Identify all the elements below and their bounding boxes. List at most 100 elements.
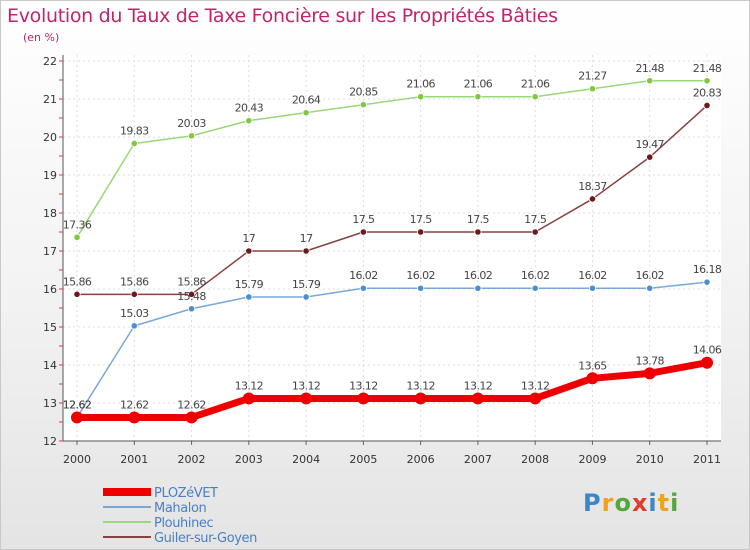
logo-letter: i (648, 489, 658, 517)
data-point (646, 284, 654, 292)
data-point (130, 139, 138, 148)
logo-letter: i (670, 489, 680, 517)
y-tick-label: 22 (43, 55, 57, 68)
chart-title: Evolution du Taux de Taxe Foncière sur l… (7, 5, 558, 27)
y-tick-label: 17 (43, 245, 57, 258)
data-label: 15.03 (120, 307, 149, 320)
proxiti-logo: Proxiti (583, 489, 679, 517)
data-point (359, 284, 367, 292)
legend-item: Plouhinec (103, 516, 214, 531)
data-point (701, 356, 713, 369)
data-label: 17.5 (524, 213, 547, 226)
data-label: 21.06 (406, 78, 435, 91)
data-point (474, 93, 482, 101)
data-point (588, 195, 597, 203)
x-tick-label: 2010 (636, 453, 664, 466)
data-label: 13.12 (349, 379, 378, 392)
plot-area (63, 55, 721, 441)
data-point (302, 293, 310, 301)
data-label: 13.12 (521, 379, 550, 392)
series-line (76, 104, 708, 296)
data-label: 14.06 (693, 344, 722, 357)
data-point (646, 153, 654, 161)
data-label: 16.02 (349, 269, 378, 282)
series-line (73, 359, 711, 421)
series-mahalon: 12.62 15.03 15.48 15.79 15.79 16.02 16.02 16.02… (63, 263, 722, 422)
y-tick-label: 18 (43, 207, 57, 220)
y-tick-label: 21 (43, 93, 57, 106)
series-ploz-vet: 12.62 12.62 12.62 13.12 13.12 13.12 13.12 13.12… (63, 344, 722, 424)
data-label: 15.86 (63, 275, 92, 288)
data-point (302, 109, 310, 117)
data-point (187, 305, 196, 313)
data-point (71, 411, 83, 424)
legend-label: PLOZéVET (154, 486, 218, 501)
data-point (471, 392, 484, 405)
data-label: 16.18 (693, 263, 722, 276)
data-point (128, 411, 141, 424)
data-point (73, 233, 81, 241)
data-label: 18.37 (578, 180, 607, 193)
data-label: 16.02 (464, 269, 493, 282)
chart-unit-label: (en %) (23, 31, 60, 44)
data-label: 20.85 (349, 86, 378, 99)
data-label: 13.12 (464, 379, 493, 392)
x-tick-label: 2009 (578, 453, 606, 466)
data-point (414, 392, 427, 405)
data-point (474, 284, 482, 292)
data-label: 21.06 (464, 78, 493, 91)
x-tick-label: 2011 (693, 453, 721, 466)
data-point (130, 322, 138, 330)
series-guiler-sur-goyen: 15.86 15.86 15.86 17 17 17.5 17.5 17.5 17.5 18.37… (63, 86, 722, 298)
data-label: 21.48 (635, 62, 664, 75)
data-label: 13.12 (292, 379, 321, 392)
data-label: 20.64 (292, 94, 321, 107)
data-label: 16.02 (406, 269, 435, 282)
logo-letter: o (614, 489, 632, 517)
legend-label: Guiler-sur-Goyen (154, 531, 257, 546)
data-point (242, 392, 255, 405)
data-label: 21.48 (693, 62, 722, 75)
data-point (300, 392, 313, 405)
data-point (531, 228, 539, 236)
data-point (245, 293, 253, 301)
data-point (187, 290, 196, 298)
data-label: 17.5 (410, 213, 433, 226)
data-label: 20.83 (693, 86, 722, 99)
data-label: 13.12 (406, 379, 435, 392)
data-label: 21.06 (521, 78, 550, 91)
data-point (245, 247, 253, 255)
data-point (703, 278, 711, 286)
data-label: 16.02 (635, 269, 664, 282)
data-label: 19.47 (635, 138, 664, 151)
data-label: 12.62 (120, 398, 149, 411)
x-tick-label: 2002 (178, 453, 206, 466)
data-point (359, 101, 367, 109)
data-label: 12.62 (63, 398, 92, 411)
data-label: 17.5 (467, 213, 490, 226)
data-point (529, 392, 542, 405)
x-tick-label: 2007 (464, 453, 492, 466)
data-point (586, 372, 599, 385)
data-point (187, 132, 196, 140)
data-label: 15.79 (235, 278, 264, 291)
series-line (76, 80, 708, 239)
series-line (76, 281, 708, 419)
legend-item: Guiler-sur-Goyen (103, 531, 258, 546)
y-tick-label: 12 (43, 435, 57, 448)
x-tick-label: 2008 (521, 453, 549, 466)
y-tick-label: 15 (43, 321, 57, 334)
logo-letter: t (657, 489, 671, 517)
data-label: 15.79 (292, 278, 321, 291)
data-label: 12.62 (177, 398, 206, 411)
y-tick-label: 13 (43, 397, 57, 410)
data-label: 13.12 (235, 379, 264, 392)
data-point (588, 284, 597, 292)
series-plouhinec: 17.36 19.83 20.03 20.43 20.64 20.85 21.06 21.06… (63, 62, 722, 241)
data-label: 13.65 (578, 359, 607, 372)
data-point (417, 93, 425, 101)
data-point (474, 228, 482, 236)
x-tick-label: 2003 (235, 453, 263, 466)
